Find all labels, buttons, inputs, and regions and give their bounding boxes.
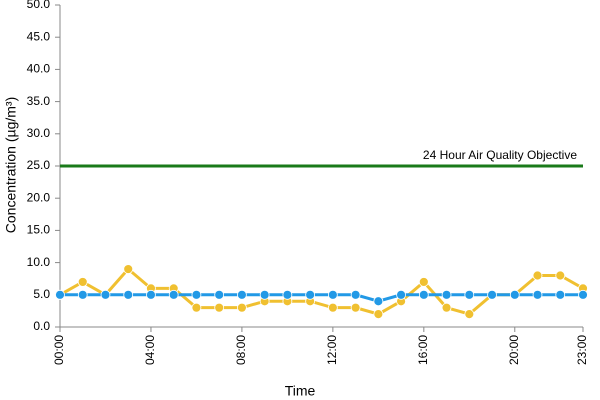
data-point <box>441 302 452 313</box>
y-axis-title: Concentration (µg/m³) <box>3 97 19 233</box>
x-tick-label: 00:00 <box>52 335 66 365</box>
x-tick-label: 16:00 <box>416 335 430 365</box>
data-point <box>191 302 202 313</box>
x-tick-label: 23:00 <box>575 335 589 365</box>
y-tick-label: 0.0 <box>33 319 50 333</box>
data-point <box>373 309 384 320</box>
y-tick-label: 15.0 <box>27 223 51 237</box>
data-point <box>214 302 225 313</box>
y-tick-label: 20.0 <box>27 190 51 204</box>
x-tick-label: 12:00 <box>325 335 339 365</box>
data-point <box>418 289 429 300</box>
y-tick-label: 5.0 <box>33 287 50 301</box>
data-point <box>282 289 293 300</box>
data-point <box>305 289 316 300</box>
data-point <box>327 302 338 313</box>
data-point <box>487 289 497 300</box>
data-point <box>259 289 270 300</box>
x-tick-label: 04:00 <box>143 335 157 365</box>
data-point <box>55 289 65 300</box>
x-tick-label: 08:00 <box>234 335 248 365</box>
threshold-label: 24 Hour Air Quality Objective <box>423 148 577 162</box>
data-point <box>123 264 134 274</box>
data-point <box>509 289 520 300</box>
data-point <box>464 309 475 320</box>
data-point <box>441 289 452 300</box>
data-point <box>327 289 338 300</box>
data-point <box>168 289 179 300</box>
x-axis-title: Time <box>285 383 316 399</box>
data-point <box>350 302 361 313</box>
series-line <box>59 266 584 316</box>
y-tick-label: 35.0 <box>27 94 51 108</box>
data-point <box>100 289 111 300</box>
data-point <box>418 277 429 287</box>
data-point <box>464 289 475 300</box>
x-tick-label: 20:00 <box>507 335 521 365</box>
series-line <box>60 293 583 303</box>
data-point <box>191 289 202 300</box>
data-point <box>214 289 225 300</box>
data-point <box>532 270 543 281</box>
y-tick-label: 40.0 <box>27 62 51 76</box>
data-point <box>532 289 543 300</box>
data-point <box>555 270 566 281</box>
data-point <box>77 289 88 300</box>
data-point <box>237 289 247 300</box>
data-point <box>350 289 361 300</box>
data-point <box>146 289 156 300</box>
y-tick-label: 45.0 <box>27 29 51 43</box>
data-point <box>373 296 384 307</box>
y-tick-label: 50.0 <box>27 0 51 11</box>
data-point <box>237 302 247 313</box>
y-tick-label: 10.0 <box>27 255 51 269</box>
y-tick-label: 25.0 <box>27 158 51 172</box>
data-point <box>555 289 566 300</box>
data-point <box>578 289 588 300</box>
data-point <box>123 289 134 300</box>
data-point <box>396 289 406 300</box>
y-tick-label: 30.0 <box>27 126 51 140</box>
data-point <box>77 277 88 287</box>
